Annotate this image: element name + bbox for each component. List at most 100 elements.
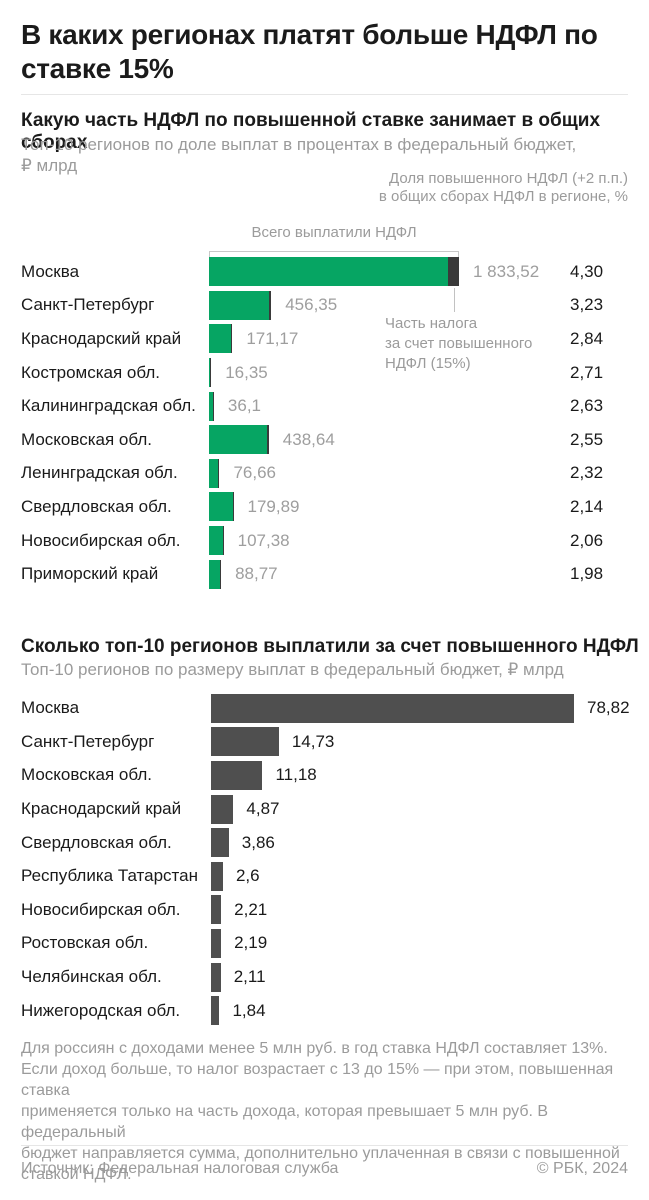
- total-ndfl-bar: [209, 559, 222, 589]
- chart2-row: Свердловская обл. 3,86: [0, 826, 649, 860]
- bar-value-label: 456,35: [285, 295, 338, 315]
- total-ndfl-bar: [209, 391, 214, 421]
- region-label: Ленинградская обл.: [21, 463, 178, 483]
- total-ndfl-bar: [209, 458, 220, 488]
- raised-ndfl-segment: [267, 425, 269, 455]
- chart2-title: Сколько топ-10 регионов выплатили за сче…: [21, 636, 639, 657]
- page-title: В каких регионах платят больше НДФЛ по с…: [21, 19, 598, 84]
- bar-value-label: 88,77: [235, 564, 278, 584]
- bar-value-label: 78,82: [587, 698, 630, 718]
- total-ndfl-bar: [209, 526, 224, 556]
- region-label: Москва: [21, 261, 80, 281]
- raised-ndfl-segment: [269, 290, 272, 320]
- bar-value-label: 438,64: [282, 429, 335, 449]
- raised-ndfl-segment: [220, 559, 222, 589]
- chart1-subtitle: Топ-10 регионов по доле выплат в процент…: [21, 135, 577, 175]
- raised-ndfl-bar: [211, 962, 221, 992]
- source-row: Источник: Федеральная налоговая служба ©…: [21, 1160, 628, 1178]
- total-ndfl-bar: [209, 492, 234, 522]
- raised-ndfl-segment: [210, 358, 212, 388]
- region-label: Костромская обл.: [21, 362, 161, 382]
- bar-value-label: 179,89: [247, 496, 300, 516]
- divider-bottom: [21, 1145, 628, 1146]
- raised-ndfl-bar: [211, 861, 223, 891]
- chart1-row: Костромская обл. 16,35 2,71: [0, 356, 649, 390]
- region-label: Краснодарский край: [21, 328, 182, 348]
- total-ndfl-bar: [209, 324, 233, 354]
- chart1-callout: Часть налога за счет повышенного НДФЛ (1…: [385, 315, 533, 372]
- total-ndfl-bar: [209, 290, 272, 320]
- share-percent-label: 2,14: [570, 496, 604, 516]
- chart1-row: Свердловская обл. 179,89 2,14: [0, 490, 649, 524]
- chart2-row: Челябинская обл. 2,11: [0, 960, 649, 994]
- chart1-callout-line: [454, 288, 455, 312]
- chart1-bars: Москва 1 833,52 4,30 Санкт-Петербург 456,35 3…: [0, 255, 649, 591]
- chart2-row: Московская обл. 11,18: [0, 759, 649, 793]
- share-percent-label: 4,30: [570, 261, 604, 281]
- share-percent-label: 2,63: [570, 396, 604, 416]
- bar-value-label: 1,84: [232, 1000, 266, 1020]
- chart1-row: Приморский край 88,77 1,98: [0, 557, 649, 591]
- region-label: Нижегородская обл.: [21, 1000, 181, 1020]
- region-label: Челябинская обл.: [21, 967, 162, 987]
- chart1-row: Московская обл. 438,64 2,55: [0, 423, 649, 457]
- raised-ndfl-segment: [231, 324, 233, 354]
- raised-ndfl-bar: [211, 828, 229, 858]
- raised-ndfl-segment: [212, 391, 214, 421]
- region-label: Московская обл.: [21, 429, 152, 449]
- region-label: Свердловская обл.: [21, 832, 172, 852]
- bar-value-label: 16,35: [225, 362, 268, 382]
- raised-ndfl-segment: [232, 492, 234, 522]
- total-ndfl-bar: [209, 425, 269, 455]
- chart1-bracket-label: Всего выплатили НДФЛ: [251, 224, 417, 241]
- region-label: Санкт-Петербург: [21, 295, 155, 315]
- chart2-row: Нижегородская обл. 1,84: [0, 994, 649, 1028]
- bar-value-label: 171,17: [246, 328, 299, 348]
- raised-ndfl-bar: [211, 794, 234, 824]
- source-label: Источник: Федеральная налоговая служба: [21, 1160, 339, 1177]
- chart1-row: Краснодарский край 171,17 2,84: [0, 322, 649, 356]
- chart1-row: Ленинградская обл. 76,66 2,32: [0, 457, 649, 491]
- region-label: Калининградская обл.: [21, 396, 196, 416]
- chart1-row: Калининградская обл. 36,1 2,63: [0, 389, 649, 423]
- raised-ndfl-segment: [448, 257, 459, 287]
- bar-value-label: 14,73: [291, 731, 335, 751]
- bar-value-label: 2,19: [234, 933, 268, 953]
- chart2-subtitle: Топ-10 регионов по размеру выплат в феде…: [21, 660, 564, 679]
- raised-ndfl-segment: [218, 458, 220, 488]
- divider-top: [21, 94, 628, 95]
- bar-value-label: 4,87: [246, 799, 280, 819]
- share-percent-label: 2,32: [570, 463, 604, 483]
- share-percent-label: 3,23: [570, 295, 604, 315]
- chart1-right-axis-note: Доля повышенного НДФЛ (+2 п.п.) в общих …: [378, 170, 628, 205]
- raised-ndfl-bar: [211, 693, 574, 723]
- raised-ndfl-bar: [211, 996, 220, 1026]
- chart1-row: Москва 1 833,52 4,30: [0, 255, 649, 289]
- raised-ndfl-bar: [211, 928, 222, 958]
- chart1-title: Какую часть НДФЛ по повышенной ставке за…: [21, 110, 601, 153]
- chart1-total-bracket: [209, 251, 459, 258]
- bar-value-label: 36,1: [227, 396, 262, 416]
- raised-ndfl-bar: [211, 760, 263, 790]
- footer-note: Для россиян с доходами менее 5 млн руб. …: [21, 1040, 620, 1183]
- bar-value-label: 76,66: [233, 463, 276, 483]
- chart2-row: Краснодарский край 4,87: [0, 792, 649, 826]
- share-percent-label: 1,98: [570, 564, 604, 584]
- raised-ndfl-bar: [211, 727, 279, 757]
- chart2-row: Москва 78,82: [0, 692, 649, 726]
- chart2-bars: Москва 78,82 Санкт-Петербург 14,73 Московска…: [0, 692, 649, 1028]
- region-label: Краснодарский край: [21, 799, 182, 819]
- bar-value-label: 2,21: [234, 899, 268, 919]
- copyright-label: © РБК, 2024: [536, 1160, 628, 1177]
- chart2-row: Новосибирская обл. 2,21: [0, 893, 649, 927]
- bar-value-label: 1 833,52: [473, 261, 540, 281]
- chart2-row: Санкт-Петербург 14,73: [0, 725, 649, 759]
- total-ndfl-bar: [209, 257, 459, 287]
- region-label: Республика Татарстан: [21, 866, 198, 886]
- share-percent-label: 2,71: [570, 362, 604, 382]
- total-ndfl-bar: [209, 358, 212, 388]
- chart2-row: Ростовская обл. 2,19: [0, 927, 649, 961]
- bar-value-label: 3,86: [241, 832, 275, 852]
- region-label: Москва: [21, 698, 80, 718]
- region-label: Московская обл.: [21, 765, 152, 785]
